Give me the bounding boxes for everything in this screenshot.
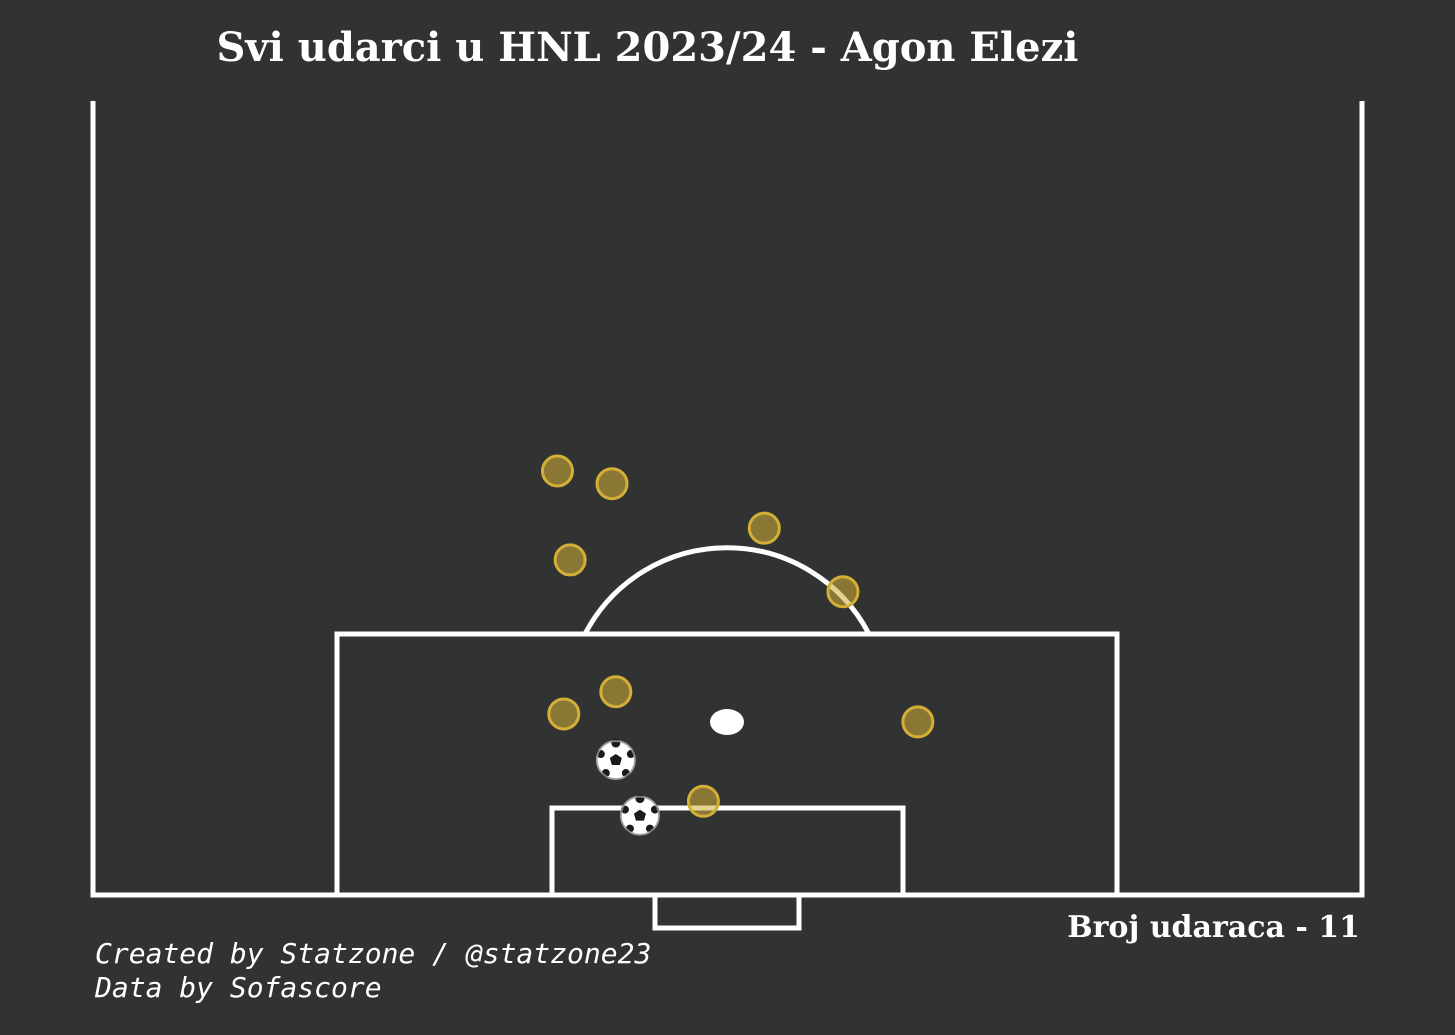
shot-marker — [542, 456, 572, 486]
shot-marker — [549, 699, 579, 729]
goal-markers — [597, 739, 659, 835]
penalty-arc — [585, 548, 869, 634]
shot-marker — [749, 513, 779, 543]
credit-data-source: Data by Sofascore — [95, 971, 382, 1005]
shot-marker — [828, 577, 858, 607]
pitch-outline — [93, 101, 1362, 895]
goal-ball-marker — [597, 739, 635, 780]
pitch-markings — [93, 101, 1362, 928]
penalty-spot — [710, 709, 744, 735]
shot-marker — [688, 786, 718, 816]
goal-frame — [655, 895, 799, 928]
shot-marker — [601, 677, 631, 707]
shot-marker — [597, 469, 627, 499]
goal-ball-marker — [621, 794, 659, 835]
shot-count-label: Broj udaraca - 11 — [1067, 908, 1360, 948]
six-yard-box — [552, 808, 903, 895]
penalty-area — [337, 634, 1117, 895]
shot-marker — [555, 545, 585, 575]
chart-title: Svi udarci u HNL 2023/24 - Agon Elezi — [0, 22, 1295, 74]
shot-marker — [903, 707, 933, 737]
credit-created-by: Created by Statzone / @statzone23 — [95, 937, 651, 971]
